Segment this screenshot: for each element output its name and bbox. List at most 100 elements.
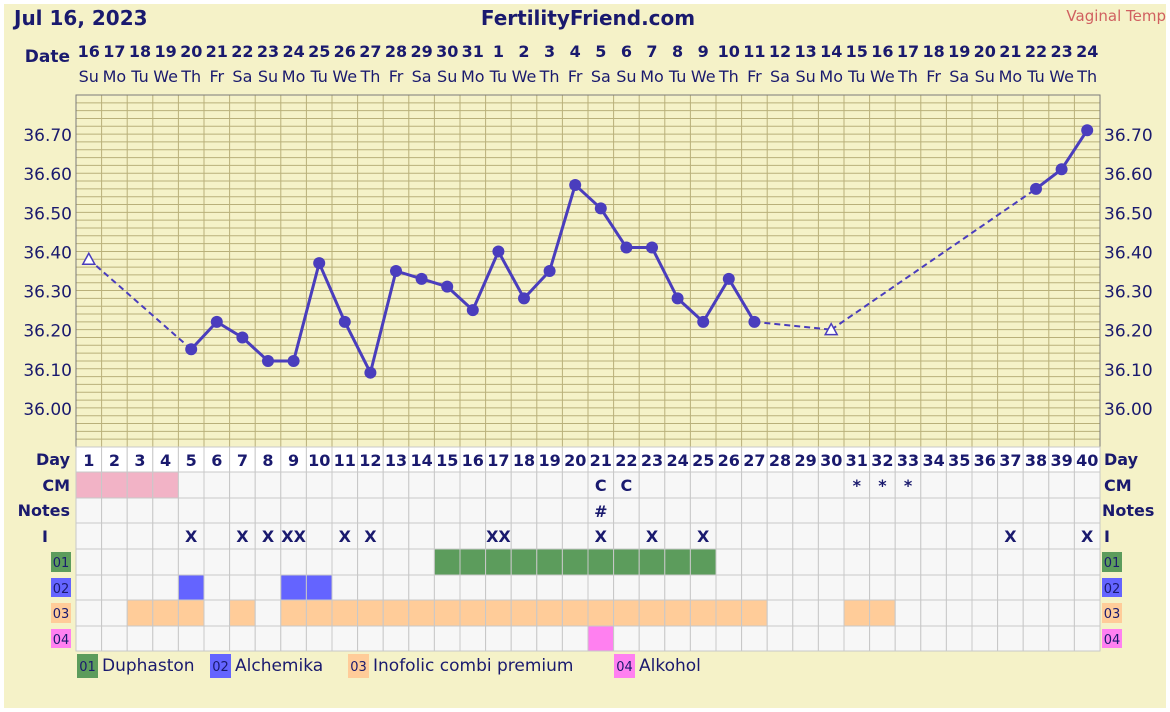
day-number: 5 bbox=[186, 451, 197, 470]
legend-code: 03 bbox=[350, 660, 367, 675]
table-cell bbox=[715, 522, 743, 550]
temp-point bbox=[569, 178, 582, 191]
table-cell bbox=[741, 574, 768, 601]
legend-name: Alchemika bbox=[235, 656, 323, 676]
table-cell bbox=[945, 471, 973, 499]
table-cell bbox=[613, 574, 640, 601]
weekday-label: Th bbox=[718, 67, 739, 86]
table-cell bbox=[920, 599, 947, 627]
legend-code: 01 bbox=[79, 660, 96, 675]
date-label: 16 bbox=[78, 42, 100, 61]
temp-point bbox=[722, 272, 735, 285]
table-cell bbox=[945, 446, 973, 473]
table-cell bbox=[459, 471, 487, 499]
weekday-label: Tu bbox=[130, 67, 148, 86]
table-cell bbox=[920, 625, 947, 652]
temp-point bbox=[671, 292, 684, 305]
table-cell bbox=[485, 599, 512, 627]
table-cell bbox=[664, 497, 691, 524]
table-cell bbox=[331, 625, 359, 652]
table-cell bbox=[613, 522, 640, 550]
table-cell bbox=[817, 574, 845, 601]
table-cell bbox=[536, 625, 563, 652]
cm-mark: C bbox=[621, 476, 633, 495]
weekday-label: Fr bbox=[747, 67, 762, 86]
medication-badge-code: 02 bbox=[53, 582, 70, 597]
table-cell bbox=[382, 522, 410, 550]
table-cell bbox=[331, 574, 359, 601]
table-cell bbox=[920, 522, 947, 550]
table-cell bbox=[485, 497, 512, 524]
table-cell bbox=[229, 446, 256, 473]
table-cell bbox=[433, 522, 461, 550]
weekday-label: Sa bbox=[591, 67, 611, 86]
table-cell bbox=[152, 625, 179, 652]
table-cell bbox=[254, 599, 282, 627]
table-cell bbox=[715, 471, 743, 499]
table-cell bbox=[229, 625, 256, 652]
temp-point bbox=[466, 304, 479, 317]
table-cell bbox=[382, 497, 410, 524]
table-cell bbox=[485, 574, 512, 601]
table-cell bbox=[587, 599, 615, 627]
date-label: 22 bbox=[231, 42, 253, 61]
table-cell bbox=[203, 471, 231, 499]
table-cell bbox=[1073, 574, 1101, 601]
table-cell bbox=[408, 548, 435, 576]
table-cell bbox=[177, 625, 205, 652]
intercourse-row-label-left: I bbox=[42, 527, 48, 546]
table-cell bbox=[1073, 548, 1101, 576]
table-cell bbox=[997, 625, 1024, 652]
table-cell bbox=[280, 497, 307, 524]
weekday-label: Tu bbox=[1026, 67, 1044, 86]
day-number: 35 bbox=[948, 451, 970, 470]
table-cell bbox=[638, 497, 666, 524]
table-cell bbox=[561, 625, 589, 652]
table-cell bbox=[305, 548, 333, 576]
day-number: 14 bbox=[410, 451, 432, 470]
date-label: 20 bbox=[180, 42, 202, 61]
table-cell bbox=[561, 522, 589, 550]
table-cell bbox=[1022, 574, 1050, 601]
weekday-label: Mo bbox=[461, 67, 485, 86]
table-cell bbox=[433, 625, 461, 652]
weekday-label: Th bbox=[1076, 67, 1097, 86]
table-cell bbox=[792, 625, 819, 652]
date-label: 14 bbox=[820, 42, 842, 61]
table-cell bbox=[75, 522, 103, 550]
temp-point bbox=[415, 272, 428, 285]
temp-point bbox=[1055, 163, 1068, 176]
weekday-label: Fr bbox=[389, 67, 404, 86]
day-number: 36 bbox=[974, 451, 996, 470]
y-tick-left: 36.00 bbox=[23, 400, 72, 420]
day-number: 2 bbox=[109, 451, 120, 470]
table-cell bbox=[1048, 471, 1075, 499]
table-cell bbox=[254, 625, 282, 652]
table-cell bbox=[331, 599, 359, 627]
table-cell bbox=[254, 548, 282, 576]
temp-point bbox=[262, 354, 274, 367]
table-cell bbox=[561, 548, 589, 576]
table-cell bbox=[408, 625, 435, 652]
day-number: 31 bbox=[846, 451, 868, 470]
day-number: 22 bbox=[615, 451, 637, 470]
weekday-label: Sa bbox=[949, 67, 969, 86]
date-label: 31 bbox=[462, 42, 484, 61]
table-cell bbox=[126, 548, 154, 576]
temp-line-dashed bbox=[754, 320, 832, 331]
table-cell bbox=[817, 522, 845, 550]
table-cell bbox=[408, 471, 435, 499]
table-cell bbox=[792, 574, 819, 601]
table-cell bbox=[1022, 471, 1050, 499]
table-cell bbox=[1048, 497, 1075, 524]
table-cell bbox=[75, 497, 103, 524]
table-cell bbox=[638, 599, 666, 627]
table-cell bbox=[638, 522, 666, 550]
table-cell bbox=[894, 497, 922, 524]
table-cell bbox=[331, 522, 359, 550]
table-cell bbox=[126, 497, 154, 524]
table-cell bbox=[305, 471, 333, 499]
cm-row-label-left: CM bbox=[42, 476, 70, 495]
temp-point bbox=[518, 292, 530, 305]
